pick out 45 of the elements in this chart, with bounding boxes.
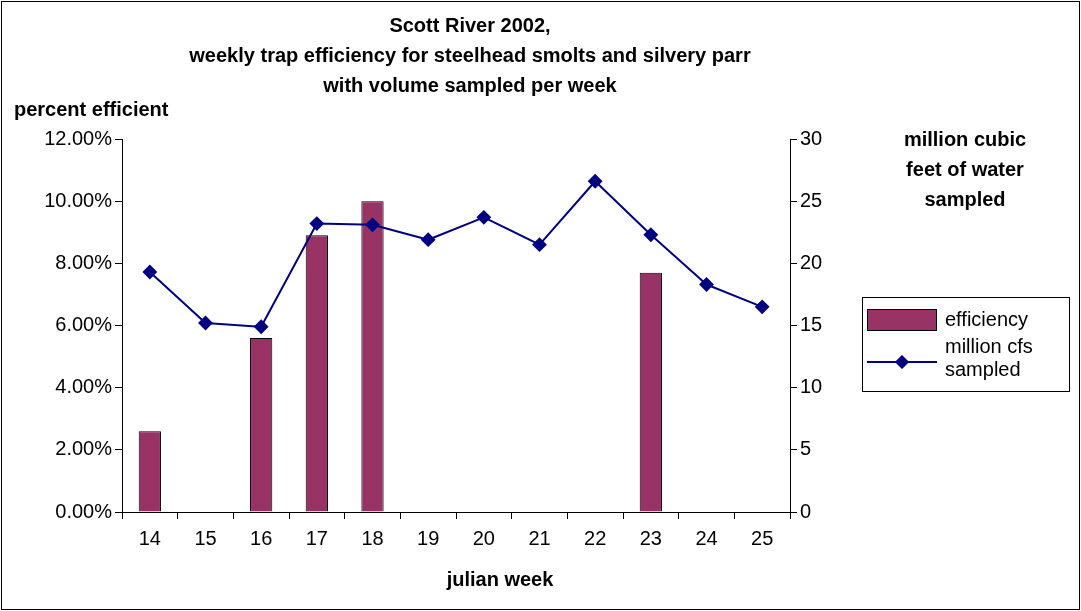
x-tick-label: 24 [695, 526, 718, 549]
y2-tick-label: 10 [800, 375, 823, 398]
x-tick-label: 17 [305, 526, 328, 549]
y-tick-label: 12.00% [44, 126, 113, 149]
x-tick-label: 21 [528, 526, 551, 549]
chart-title: Scott River 2002, [388, 13, 552, 38]
point [142, 265, 157, 280]
x-tick-label: 25 [751, 526, 774, 549]
point [254, 319, 269, 334]
y2-axis-title: million cubic feet of water sampled [902, 127, 1028, 212]
y2-tick-label: 15 [800, 313, 823, 336]
x-tick-label: 23 [639, 526, 662, 549]
x-tick-label: 22 [584, 526, 607, 549]
y-tick-label: 8.00% [55, 250, 113, 273]
point [198, 316, 213, 331]
y-axis-title: percent efficient [14, 97, 169, 122]
point [588, 174, 603, 189]
chart-subtitle: weekly trap efficiency for steelhead smolts and silvery parr with volume sampled per week [188, 43, 752, 98]
point [755, 299, 770, 314]
x-tick-label: 16 [250, 526, 273, 549]
point [365, 217, 380, 232]
legend-label: million cfs sampled [945, 335, 1034, 381]
point [421, 232, 436, 247]
point [476, 210, 491, 225]
point [309, 216, 324, 231]
x-tick-label: 19 [417, 526, 440, 549]
y-tick-label: 2.00% [55, 437, 113, 460]
x-tick-label: 20 [472, 526, 495, 549]
x-tick-label: 18 [361, 526, 384, 549]
y-tick-label: 6.00% [55, 313, 113, 336]
point [643, 227, 658, 242]
y2-tick-label: 20 [800, 250, 823, 273]
y2-tick-label: 30 [800, 126, 823, 149]
point [532, 237, 547, 252]
x-tick-label: 15 [194, 526, 217, 549]
y2-tick-label: 0 [800, 499, 812, 522]
y-tick-label: 4.00% [55, 375, 113, 398]
y-tick-label: 0.00% [55, 499, 113, 522]
y2-tick-label: 25 [800, 188, 823, 211]
y-tick-label: 10.00% [44, 188, 113, 211]
point [699, 277, 714, 292]
legend-label: efficiency [945, 308, 1029, 331]
x-tick-label: 14 [138, 526, 161, 549]
x-axis-title: julian week [445, 567, 555, 592]
y2-tick-label: 5 [800, 437, 812, 460]
